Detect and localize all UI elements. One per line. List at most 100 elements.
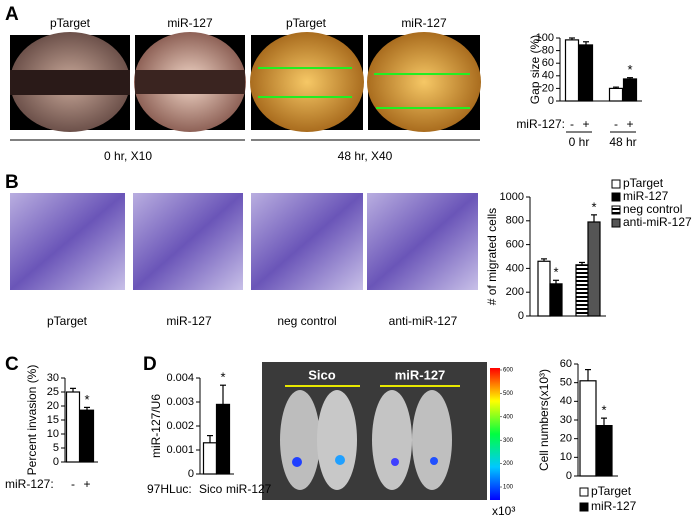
- x-tick-label: Sico: [199, 482, 223, 496]
- y-tick-label: 0: [518, 310, 524, 322]
- bar: [65, 391, 81, 463]
- significance: *: [601, 403, 606, 418]
- legend-swatch: [579, 502, 589, 512]
- legend-swatch: [611, 192, 621, 202]
- image-label: pTarget: [286, 16, 327, 30]
- y-tick-label: 15: [47, 414, 59, 426]
- x-tick-label: -: [71, 477, 75, 491]
- y-tick-label: 10: [47, 428, 59, 440]
- colorbar-tick-label: 200: [503, 461, 514, 467]
- y-tick-label: 0: [566, 470, 572, 482]
- y-tick-label: 25: [47, 386, 59, 398]
- group-label: Sico: [308, 367, 336, 382]
- colorbar-tick-label: 500: [503, 391, 514, 397]
- colorbar-tick-label: 300: [503, 438, 514, 444]
- y-tick-label: 100: [536, 32, 554, 44]
- wound-images: [10, 32, 481, 141]
- legend-label: anti-miR-127: [623, 215, 692, 229]
- x-tick-label: miR-127: [226, 482, 272, 496]
- image-label: anti-miR-127: [389, 314, 458, 328]
- bar-label: +: [626, 117, 633, 131]
- mouse-imaging: [262, 362, 500, 500]
- significance: *: [220, 370, 225, 385]
- x-tick-label: 0 hr: [569, 135, 590, 149]
- panel-label: A: [5, 4, 19, 25]
- bar: [79, 409, 95, 463]
- y-tick-label: 20: [560, 433, 572, 445]
- x-tick-label: 48 hr: [609, 135, 636, 149]
- migration-images: [10, 193, 478, 290]
- bar: [622, 78, 638, 102]
- colorbar-tick-label: 600: [503, 368, 514, 374]
- y-tick-label: 0.003: [166, 396, 194, 408]
- y-tick-label: 10: [560, 451, 572, 463]
- legend-label: pTarget: [591, 484, 632, 498]
- y-tick-label: 5: [53, 442, 59, 454]
- y-tick-label: 30: [560, 414, 572, 426]
- image-label: miR-127: [167, 16, 213, 30]
- bar-label: -: [570, 117, 574, 131]
- panel-label: B: [5, 172, 19, 193]
- legend-label: neg control: [623, 202, 682, 216]
- x-prefix: miR-127:: [5, 477, 54, 491]
- significance: *: [84, 392, 89, 407]
- bar: [549, 283, 563, 317]
- y-tick-label: 20: [542, 82, 554, 94]
- image-label: neg control: [277, 314, 336, 328]
- significance: *: [591, 199, 596, 214]
- y-axis-label: Gap size (%): [528, 35, 542, 104]
- y-tick-label: 0.001: [166, 444, 194, 456]
- y-tick-label: 1000: [500, 191, 524, 203]
- bar-label: -: [614, 117, 618, 131]
- bar: [215, 403, 231, 475]
- image-caption: 48 hr, X40: [338, 149, 393, 163]
- legend-swatch: [611, 179, 621, 189]
- image-label: pTarget: [50, 16, 91, 30]
- y-tick-label: 0: [53, 456, 59, 468]
- bar: [608, 87, 624, 102]
- colorbar-unit: x10³: [492, 504, 515, 518]
- y-tick-label: 0.002: [166, 420, 194, 432]
- y-tick-label: 80: [542, 45, 554, 57]
- y-tick-label: 40: [560, 395, 572, 407]
- y-axis-label: Percent invasion (%): [25, 365, 39, 476]
- legend-swatch: [611, 205, 621, 215]
- y-tick-label: 60: [560, 358, 572, 370]
- bar: [202, 442, 218, 475]
- y-tick-label: 60: [542, 57, 554, 69]
- y-tick-label: 0.004: [166, 372, 194, 384]
- image-label: pTarget: [47, 314, 88, 328]
- y-tick-label: 400: [506, 262, 524, 274]
- image-label: miR-127: [166, 314, 212, 328]
- bar-label: +: [582, 117, 589, 131]
- legend-label: pTarget: [623, 176, 664, 190]
- y-tick-label: 30: [47, 372, 59, 384]
- y-tick-label: 20: [47, 400, 59, 412]
- y-tick-label: 800: [506, 215, 524, 227]
- bar: [578, 44, 594, 102]
- bar: [587, 221, 601, 317]
- y-axis-label: Cell numbers(x10³): [537, 369, 551, 471]
- bar: [579, 380, 597, 477]
- bar: [537, 260, 551, 317]
- image-label: miR-127: [401, 16, 447, 30]
- x-prefix: 97HLuc:: [147, 482, 192, 496]
- y-axis-label: # of migrated cells: [485, 208, 499, 305]
- y-tick-label: 50: [560, 377, 572, 389]
- panel-label: C: [5, 354, 19, 375]
- image-caption: 0 hr, X10: [104, 149, 152, 163]
- panel-label: D: [143, 354, 157, 375]
- legend-swatch: [611, 218, 621, 228]
- legend-swatch: [579, 487, 589, 497]
- legend-label: miR-127: [623, 189, 669, 203]
- colorbar-tick-label: 100: [503, 485, 514, 491]
- bar-label-title: miR-127:: [516, 117, 565, 131]
- group-label: miR-127: [395, 367, 446, 382]
- x-tick-label: +: [83, 477, 90, 491]
- y-tick-label: 40: [542, 70, 554, 82]
- y-axis-label: miR-127/U6: [149, 394, 163, 458]
- y-tick-label: 0: [188, 468, 194, 480]
- significance: *: [553, 265, 558, 280]
- bar: [595, 425, 613, 477]
